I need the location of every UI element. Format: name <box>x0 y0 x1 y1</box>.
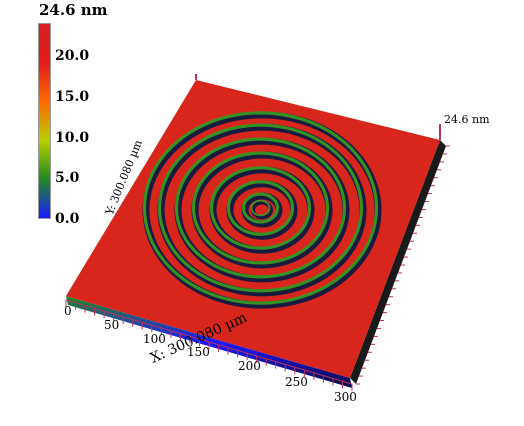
right-edge-ticks <box>356 145 450 385</box>
ring-highlight <box>250 199 271 217</box>
ring-highlight <box>174 137 347 279</box>
x-tick-200: 200 <box>238 359 261 373</box>
ring-highlight <box>209 166 312 250</box>
concentric-rings <box>142 111 382 309</box>
x-tick-100: 100 <box>143 332 166 346</box>
surface-right-side <box>350 140 446 384</box>
colorbar <box>38 23 51 219</box>
colorbar-tick-10: 10.0 <box>55 130 90 146</box>
colorbar-tick-15: 15.0 <box>55 89 90 105</box>
ring-highlight <box>157 123 364 293</box>
x-tick-150: 150 <box>187 345 210 359</box>
surface-top <box>66 80 440 378</box>
x-tick-0: 0 <box>64 304 72 318</box>
colorbar-tick-0: 0.0 <box>55 211 80 227</box>
colorbar-tick-20: 20.0 <box>55 48 90 64</box>
ring-highlight <box>241 192 280 224</box>
colorbar-max-label: 24.6 nm <box>39 1 108 19</box>
ring-groove <box>251 200 273 220</box>
z-axis-label: 24.6 nm <box>444 113 490 126</box>
x-tick-50: 50 <box>104 318 120 332</box>
front-edge-ticks <box>65 300 353 391</box>
ring-highlight <box>142 111 379 305</box>
ring-highlight <box>226 180 295 236</box>
colorbar-tick-5: 5.0 <box>55 170 80 186</box>
ring-highlight <box>191 151 330 265</box>
x-tick-250: 250 <box>285 375 308 389</box>
x-tick-300: 300 <box>334 390 357 404</box>
x-axis-line <box>65 299 353 385</box>
